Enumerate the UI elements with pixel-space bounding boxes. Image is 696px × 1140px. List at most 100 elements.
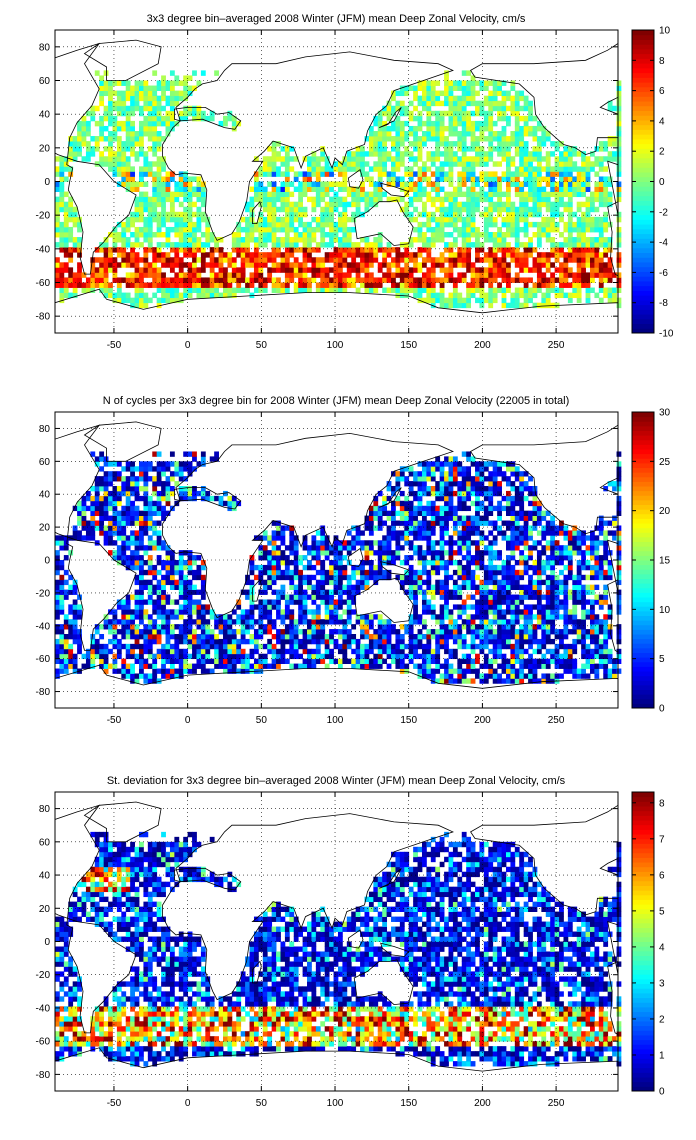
bin-cell [280,282,286,288]
bin-cell [320,530,326,536]
bin-cell [541,297,547,304]
bin-cell [293,540,299,546]
bin-cell [116,471,122,477]
bin-cell [333,643,339,650]
bin-cell [417,282,423,288]
bin-cell [59,579,65,586]
bin-cell [519,262,525,268]
bin-cell [218,252,224,258]
bin-cell [108,629,113,635]
bin-cell [483,272,489,278]
bin-cell [329,594,334,600]
bin-cell [289,624,295,630]
bin-cell [143,678,149,684]
bin-cell [161,75,166,81]
bin-cell [364,196,370,203]
bin-cell [497,90,502,97]
bin-cell [413,95,418,102]
bin-cell [161,211,166,218]
bin-cell [377,161,383,167]
bin-cell [121,262,127,268]
bin-cell [258,624,264,630]
bin-cell [581,221,586,228]
bin-cell [439,196,445,203]
bin-cell [223,277,228,283]
bin-cell [72,604,78,610]
bin-cell [408,171,414,177]
bin-cell [161,95,166,102]
bin-cell [399,90,405,97]
bin-cell [488,272,494,278]
bin-cell [174,638,180,645]
bin-cell [554,292,560,299]
bin-cell [298,579,303,586]
bin-cell [108,648,113,655]
bin-cell [563,221,569,228]
bin-cell [231,668,237,674]
bin-cell [329,629,334,635]
bin-cell [293,584,299,590]
bin-cell [72,151,78,157]
bin-cell [488,282,494,288]
bin-cell [196,619,202,625]
bin-cell [329,171,334,177]
bin-cell [280,201,286,208]
bin-cell [77,125,82,132]
bin-cell [391,277,396,283]
bin-cell [289,545,295,551]
bin-cell [169,569,175,576]
bin-cell [550,171,556,177]
bin-cell [364,282,370,288]
bin-cell [90,648,96,655]
bin-cell [178,181,184,187]
bin-cell [68,629,74,635]
bin-cell [448,247,454,253]
bin-cell [143,579,149,586]
bin-cell [448,221,454,228]
bin-cell [324,282,330,288]
bin-cell [249,638,255,645]
bin-cell [147,673,153,679]
bin-cell [470,95,476,102]
bin-cell [187,614,193,620]
bin-cell [452,110,458,117]
bin-cell [413,161,418,167]
bin-cell [311,653,317,660]
bin-cell [284,181,290,187]
bin-cell [139,151,144,157]
colorbar-step [632,96,654,102]
bin-cell [152,277,158,283]
bin-cell [386,515,392,521]
bin-cell [218,653,224,660]
bin-cell [377,110,383,117]
bin-cell [59,201,65,208]
bin-cell [183,221,189,228]
bin-cell [72,292,78,299]
bin-cell [505,216,511,223]
bin-cell [554,156,560,162]
bin-cell [262,663,268,669]
bin-cell [594,267,600,273]
bin-cell [174,221,180,228]
bin-cell [497,176,502,182]
bin-cell [417,191,423,198]
bin-cell [187,292,193,299]
bin-cell [196,564,202,571]
bin-cell [147,589,153,595]
bin-cell [143,530,149,536]
bin-cell [196,277,202,283]
bin-cell [377,520,383,526]
bin-cell [417,151,423,157]
bin-cell [470,206,476,213]
bin-cell [99,131,105,137]
bin-cell [152,574,158,581]
bin-cell [320,166,326,172]
bin-cell [231,247,237,253]
bin-cell [430,277,436,283]
bin-cell [196,624,202,630]
bin-cell [377,156,383,162]
bin-cell [196,609,202,615]
bin-cell [249,237,255,243]
bin-cell [152,110,158,117]
bin-cell [289,156,295,162]
